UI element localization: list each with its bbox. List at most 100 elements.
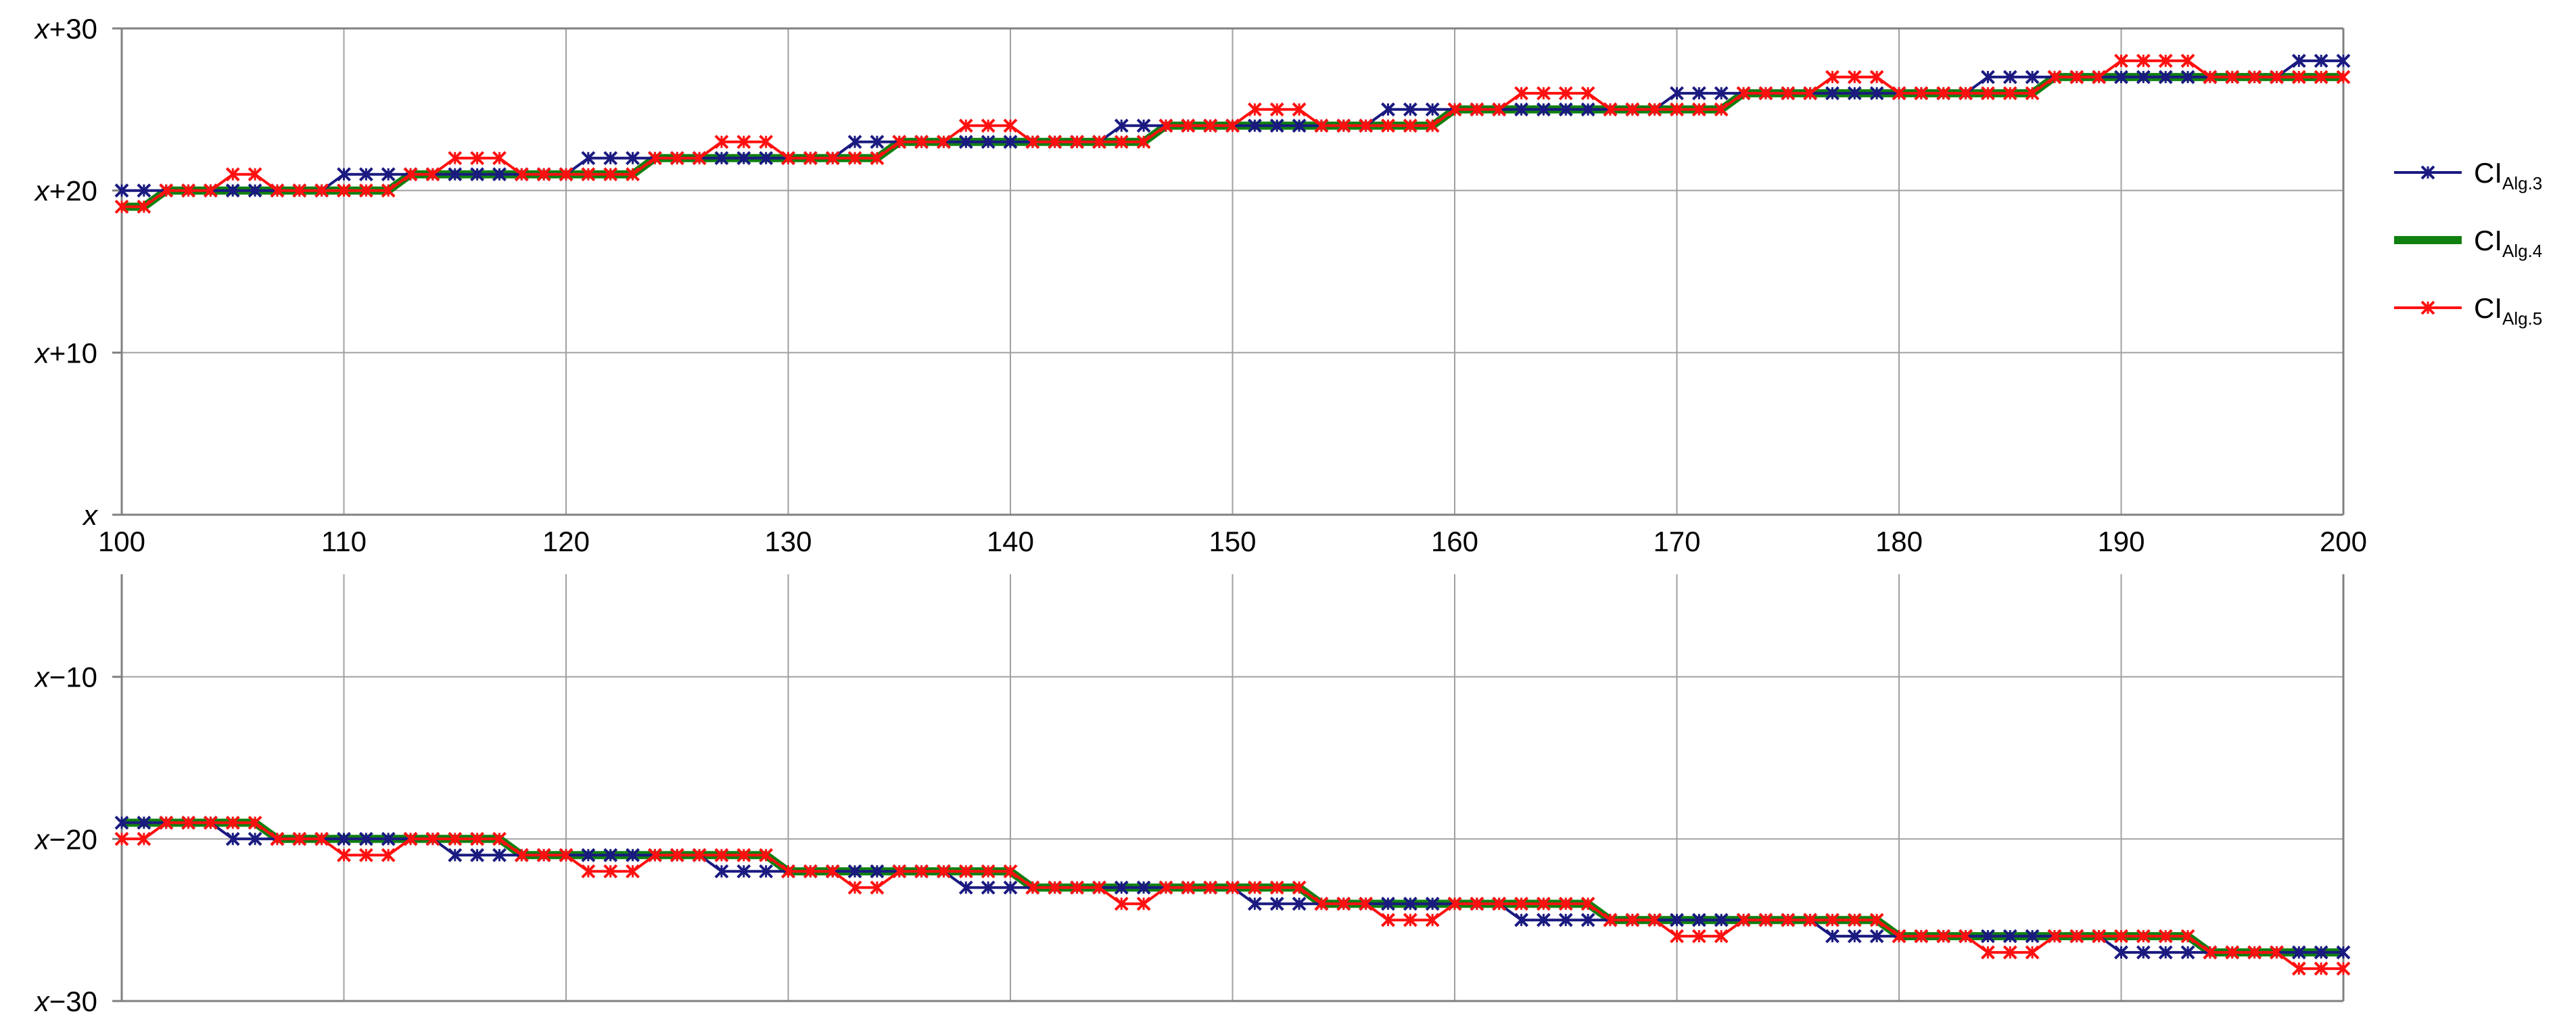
series-alg5-upper-point — [1959, 86, 1973, 101]
series-alg5-upper-point — [2114, 53, 2128, 68]
series-alg5-upper-point — [203, 183, 218, 198]
series-alg5-lower-point — [1247, 880, 1262, 895]
axes — [112, 27, 2345, 1002]
series-alg3-upper-point — [2180, 70, 2195, 85]
series-alg5-lower-point — [181, 815, 195, 830]
series-alg5-upper-point — [1158, 118, 1173, 133]
series-alg5-upper-point — [536, 167, 551, 182]
legend-entry: CIAlg.5 — [2394, 292, 2542, 329]
series-alg5-lower-point — [759, 847, 774, 862]
series-alg5-upper-point — [1381, 118, 1395, 133]
series-alg5-lower-point — [914, 864, 929, 879]
series-alg5-upper-point — [2314, 70, 2328, 85]
series-alg3-lower-point — [1825, 929, 1840, 944]
series-alg5-lower-point — [1714, 929, 1729, 944]
series-alg5-lower-point — [514, 847, 529, 862]
y-tick-label: x+30 — [34, 13, 97, 45]
series-alg5-lower-point — [892, 864, 907, 879]
series-alg5-upper-point — [847, 151, 862, 166]
series-alg5-upper-point — [2025, 86, 2040, 101]
series-alg5-lower-point — [425, 831, 440, 846]
y-tick-offset: +30 — [49, 13, 97, 45]
y-tick-variable: x — [34, 823, 51, 855]
series-alg5-upper-point — [292, 183, 307, 198]
series-alg3-lower-point — [1691, 912, 1706, 927]
y-tick-variable: x — [34, 337, 51, 369]
series-alg5-upper-point — [1758, 86, 1773, 101]
series-alg3-lower-point — [114, 815, 129, 830]
series-alg5-upper-point — [1670, 102, 1684, 117]
series-alg5-lower-point — [1092, 880, 1106, 895]
y-tick-label: x−30 — [34, 985, 97, 1017]
series-alg5-lower-point — [1980, 945, 1995, 960]
series-alg3-upper-point — [958, 135, 973, 149]
series-alg5-lower-point — [870, 880, 885, 895]
series-alg5-upper-point — [181, 183, 195, 198]
x-tick-label: 120 — [542, 526, 590, 557]
series-alg3-upper-point — [1847, 86, 1862, 101]
series-alg3-upper-point — [759, 151, 774, 166]
series-alg5-upper-point — [1781, 86, 1796, 101]
series-alg5-lower-point — [1580, 896, 1595, 911]
series-alg5-lower-point — [492, 831, 507, 846]
series-alg5-lower-point — [937, 864, 951, 879]
series-alg5-upper-point — [1625, 102, 1640, 117]
series-alg5-lower-point — [581, 864, 596, 879]
series-alg3-upper-point — [358, 167, 373, 182]
series-alg5-lower-point — [958, 864, 973, 879]
series-alg5-lower-point — [1847, 912, 1862, 927]
series-layer — [114, 53, 2351, 976]
y-tick-label: x — [82, 499, 99, 531]
series-alg3-upper-point — [381, 167, 396, 182]
series-alg5-upper-point — [2247, 70, 2262, 85]
series-alg5-lower-point — [2291, 961, 2306, 976]
series-alg3-lower-point — [1403, 896, 1418, 911]
series-alg3-lower-point — [248, 831, 262, 846]
series-alg3-lower-point — [137, 815, 151, 830]
series-alg5-lower-point — [358, 847, 373, 862]
series-alg5-upper-point — [381, 183, 396, 198]
series-alg5-upper-point — [2158, 53, 2173, 68]
series-alg5-upper-point — [1914, 86, 1929, 101]
series-alg5-upper-point — [1603, 102, 1618, 117]
series-alg5-lower-point — [1003, 864, 1018, 879]
x-tick-label: 180 — [1875, 526, 1923, 557]
series-alg3-upper-point — [2336, 53, 2351, 68]
series-alg3-lower-point — [1292, 896, 1307, 911]
series-alg3-upper-point — [248, 183, 262, 198]
series-alg5-upper-point — [2047, 70, 2062, 85]
y-tick-offset: +10 — [49, 337, 97, 369]
series-alg5-upper-point — [2291, 70, 2306, 85]
series-alg5-lower-point — [470, 831, 485, 846]
series-alg3-lower-point — [759, 864, 774, 879]
legend-entry: CIAlg.3 — [2394, 157, 2542, 193]
series-alg5-lower-point — [1403, 912, 1418, 927]
series-alg5-upper-point — [1492, 102, 1507, 117]
series-alg3-lower-point — [1269, 896, 1284, 911]
series-alg5-lower-point — [981, 864, 996, 879]
series-alg5-upper-point — [1470, 102, 1484, 117]
series-alg5-upper-point — [470, 151, 485, 166]
series-alg5-upper-point — [1425, 118, 1440, 133]
series-alg5-upper-point — [1691, 102, 1706, 117]
series-alg5-lower-point — [1869, 912, 1884, 927]
series-alg5-upper-point — [1714, 102, 1729, 117]
series-alg3-upper-point — [1558, 102, 1573, 117]
series-alg5-lower-point — [1158, 880, 1173, 895]
y-tick-variable: x — [34, 175, 51, 207]
series-alg3-lower-point — [1980, 929, 1995, 944]
series-alg5-lower-point — [647, 847, 662, 862]
series-alg3-lower-point — [1847, 929, 1862, 944]
series-alg3-lower-point — [603, 847, 618, 862]
series-alg5-upper-point — [2270, 70, 2284, 85]
series-alg5-upper-point — [1225, 118, 1240, 133]
series-alg5-upper-point — [736, 135, 751, 149]
series-alg5-lower-point — [1892, 929, 1906, 944]
series-alg5-upper-point — [914, 135, 929, 149]
series-alg5-upper-point — [403, 167, 418, 182]
series-alg5-lower-point — [1781, 912, 1796, 927]
series-alg5-lower-point — [1736, 912, 1751, 927]
series-alg3-lower-point — [2314, 945, 2328, 960]
series-alg3-lower-point — [958, 880, 973, 895]
series-alg3-lower-point — [581, 847, 596, 862]
